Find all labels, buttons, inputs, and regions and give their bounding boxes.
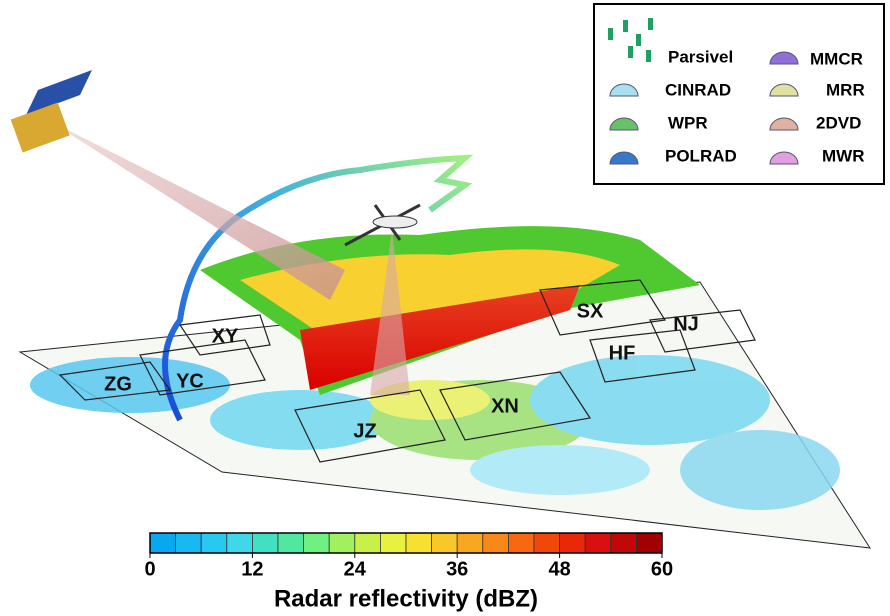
legend-label: MMCR — [810, 49, 863, 68]
colorbar-segment — [278, 533, 304, 553]
colorbar-tick-label: 36 — [446, 558, 468, 580]
site-label: JZ — [353, 420, 376, 442]
site-label: XY — [212, 325, 239, 347]
diagram: Parsivel MMCR CINRAD MRR WPR 2DVD POLRAD… — [0, 0, 890, 616]
colorbar-title: Radar reflectivity (dBZ) — [274, 585, 538, 612]
colorbar-segment — [508, 533, 534, 553]
colorbar-tick-label: 60 — [651, 558, 673, 580]
colorbar-tick-label: 0 — [144, 558, 155, 580]
site-label: NJ — [673, 313, 699, 335]
colorbar-tick-label: 48 — [548, 558, 570, 580]
colorbar-segment — [304, 533, 330, 553]
colorbar-segment — [329, 533, 355, 553]
colorbar-segment — [406, 533, 432, 553]
legend-label: MRR — [826, 80, 865, 99]
colorbar-segment — [355, 533, 381, 553]
satellite-beam — [48, 120, 345, 300]
colorbar-segment — [636, 533, 662, 553]
legend-label: 2DVD — [816, 113, 861, 132]
legend-label: Parsivel — [668, 47, 733, 66]
site-label: SX — [577, 300, 604, 322]
site-label: HF — [609, 342, 636, 364]
colorbar-segment — [227, 533, 253, 553]
colorbar-segment — [585, 533, 611, 553]
colorbar-tick-label: 24 — [344, 558, 367, 580]
legend-label: WPR — [668, 113, 708, 132]
legend-label: CINRAD — [665, 80, 731, 99]
site-label: ZG — [104, 373, 132, 395]
colorbar-segment — [483, 533, 509, 553]
colorbar-segment — [611, 533, 637, 553]
page: Parsivel MMCR CINRAD MRR WPR 2DVD POLRAD… — [0, 0, 890, 616]
colorbar-segment — [432, 533, 458, 553]
colorbar-segment — [252, 533, 278, 553]
colorbar-segment — [380, 533, 406, 553]
legend-label: POLRAD — [665, 146, 737, 165]
site-label: XN — [491, 395, 519, 417]
colorbar-segment — [560, 533, 586, 553]
site-label: YC — [176, 370, 204, 392]
colorbar-segment — [457, 533, 483, 553]
colorbar-segment — [150, 533, 176, 553]
colorbar-segment — [534, 533, 560, 553]
colorbar-segment — [176, 533, 202, 553]
colorbar-tick-label: 12 — [241, 558, 263, 580]
colorbar-segment — [201, 533, 227, 553]
legend-label: MWR — [822, 146, 864, 165]
